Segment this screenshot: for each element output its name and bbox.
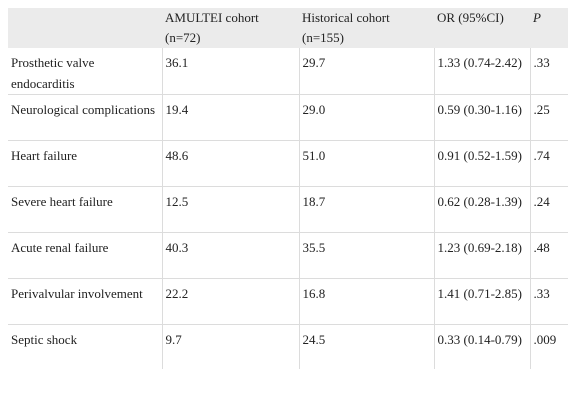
amultei-value: 22.2	[161, 278, 299, 325]
amultei-value: 12.5	[161, 186, 299, 233]
or-ci-value: 0.62 (0.28-1.39)	[433, 186, 530, 233]
table-row: Perivalvular involvement 22.2 16.8 1.41 …	[8, 278, 568, 325]
p-value: .24	[529, 186, 568, 233]
table-row: Acute renal failure 40.3 35.5 1.23 (0.69…	[8, 232, 568, 279]
p-value: .33	[529, 48, 568, 95]
comparison-table: AMULTEI cohort (n=72) Historical cohort …	[8, 8, 568, 369]
or-ci-value: 0.59 (0.30-1.16)	[433, 94, 530, 141]
header-or-ci: OR (95%CI)	[434, 8, 530, 48]
historical-value: 16.8	[298, 278, 434, 325]
amultei-value: 9.7	[161, 324, 299, 369]
row-label: Perivalvular involvement	[8, 278, 162, 325]
row-label: Septic shock	[11, 332, 78, 347]
or-ci-value: 0.91 (0.52-1.59)	[433, 140, 530, 187]
row-label: Acute renal failure	[8, 232, 162, 279]
or-ci-value: 1.23 (0.69-2.18)	[433, 232, 530, 279]
header-empty-cell	[8, 8, 162, 48]
amultei-value: 19.4	[161, 94, 299, 141]
header-historical-cohort: Historical cohort (n=155)	[299, 8, 434, 48]
row-label: Heart failure	[8, 140, 162, 187]
p-value: .25	[529, 94, 568, 141]
or-ci-value: 1.41 (0.71-2.85)	[433, 278, 530, 325]
table-row: Neurological complications 19.4 29.0 0.5…	[8, 94, 568, 141]
p-value: .48	[529, 232, 568, 279]
amultei-value: 48.6	[161, 140, 299, 187]
historical-value: 29.0	[298, 94, 434, 141]
table-row: Septic shock 9.7 24.5 0.33 (0.14-0.79) .…	[8, 324, 568, 369]
amultei-value: 40.3	[161, 232, 299, 279]
historical-value: 24.5	[298, 324, 434, 369]
header-amultei-cohort: AMULTEI cohort (n=72)	[162, 8, 299, 48]
table-body: Prosthetic valve endocarditis 36.1 29.7 …	[8, 48, 568, 369]
historical-value: 35.5	[298, 232, 434, 279]
header-row: AMULTEI cohort (n=72) Historical cohort …	[8, 8, 568, 48]
p-value: .74	[529, 140, 568, 187]
or-ci-value: 0.33 (0.14-0.79)	[433, 324, 530, 369]
amultei-value: 36.1	[161, 48, 299, 95]
row-label: Severe heart failure	[8, 186, 162, 233]
historical-value: 29.7	[298, 48, 434, 95]
row-label: Prosthetic valve endocarditis	[8, 48, 162, 95]
header-p-value: P	[530, 8, 568, 48]
historical-value: 51.0	[298, 140, 434, 187]
p-value: .009	[529, 324, 568, 369]
table-row: Prosthetic valve endocarditis 36.1 29.7 …	[8, 48, 568, 95]
historical-value: 18.7	[298, 186, 434, 233]
table-header: AMULTEI cohort (n=72) Historical cohort …	[8, 8, 568, 48]
table-row: Severe heart failure 12.5 18.7 0.62 (0.2…	[8, 186, 568, 233]
p-value: .33	[529, 278, 568, 325]
or-ci-value: 1.33 (0.74-2.42)	[433, 48, 530, 95]
table-row: Heart failure 48.6 51.0 0.91 (0.52-1.59)…	[8, 140, 568, 187]
row-label: Neurological complications	[8, 94, 162, 141]
